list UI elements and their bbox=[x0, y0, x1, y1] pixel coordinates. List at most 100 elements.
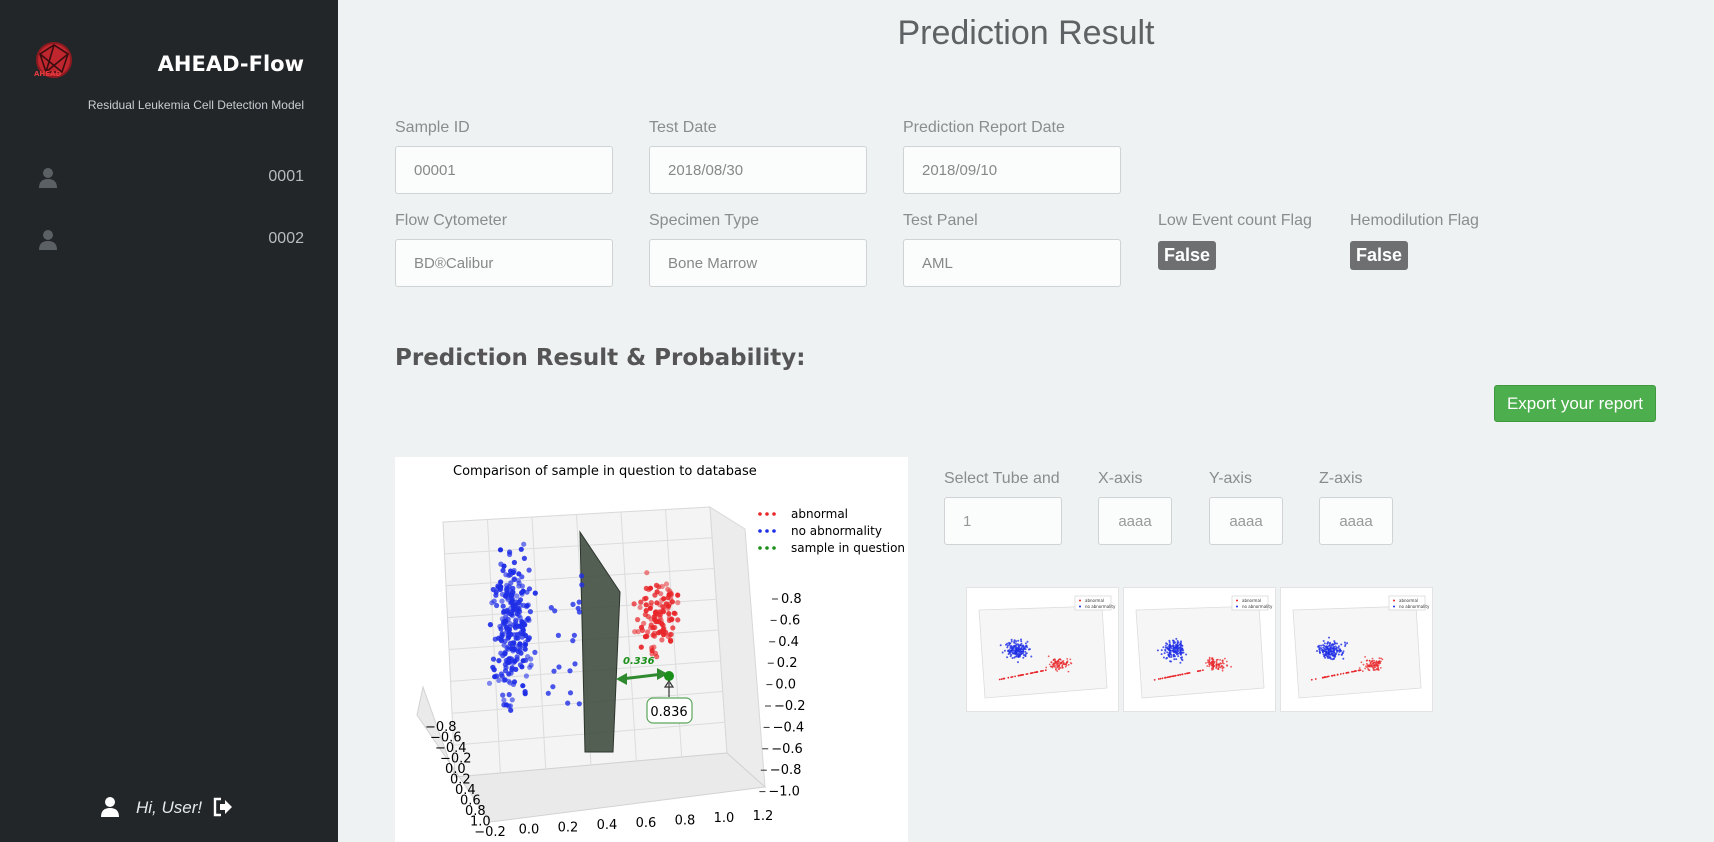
thumb-point-abnormal bbox=[1017, 674, 1020, 677]
thumb-point-abnormal bbox=[1351, 670, 1353, 673]
specimen-type-input[interactable] bbox=[649, 239, 867, 287]
sidebar-item-0002[interactable]: 0002 bbox=[0, 218, 338, 262]
thumb-point-abnormal bbox=[1177, 674, 1179, 677]
hemodilution-flag-label: Hemodilution Flag bbox=[1350, 212, 1479, 229]
thumb-point-normal bbox=[1181, 659, 1184, 662]
thumb-point-normal bbox=[1166, 651, 1169, 654]
z-tick-label: 0.8 bbox=[781, 592, 802, 607]
logo-text: AHEAD bbox=[34, 70, 61, 78]
thumb-point-abnormal bbox=[1161, 677, 1164, 680]
data-point-no-abnormality bbox=[503, 664, 509, 671]
thumb-point-abnormal bbox=[1369, 663, 1372, 665]
z-axis-field: Z-axis bbox=[1319, 470, 1393, 545]
thumb-point-abnormal bbox=[1169, 675, 1172, 678]
y-axis-input[interactable] bbox=[1209, 497, 1283, 545]
thumb-point-normal bbox=[1333, 640, 1336, 643]
data-point-no-abnormality bbox=[521, 541, 527, 547]
sidebar-item-0001[interactable]: 0001 bbox=[0, 156, 338, 200]
data-point-no-abnormality bbox=[514, 654, 520, 660]
thumb-point-abnormal bbox=[1184, 672, 1186, 675]
thumb-point-normal bbox=[1005, 643, 1007, 646]
flow-cytometer-input[interactable] bbox=[395, 239, 613, 287]
thumb-point-normal bbox=[1009, 651, 1012, 653]
thumb-point-normal bbox=[1011, 648, 1014, 651]
thumb-point-normal bbox=[1324, 656, 1327, 659]
thumb-point-abnormal bbox=[1373, 664, 1376, 666]
thumb-pane bbox=[1292, 605, 1422, 699]
thumb-point-normal bbox=[1172, 640, 1175, 643]
thumb-point-abnormal bbox=[1044, 669, 1047, 672]
thumb-point-abnormal bbox=[1215, 665, 1218, 667]
data-point-no-abnormality bbox=[511, 576, 517, 583]
thumb-point-normal bbox=[1180, 640, 1182, 643]
sign-out-icon[interactable] bbox=[212, 796, 234, 818]
thumb-point-abnormal bbox=[1221, 667, 1224, 670]
thumb-point-abnormal bbox=[1342, 672, 1345, 675]
thumb-point-normal bbox=[1318, 647, 1321, 650]
thumb-point-abnormal bbox=[1069, 662, 1072, 664]
scatter-thumbnail-1[interactable]: abnormal no abnormality bbox=[966, 587, 1119, 712]
data-point-no-abnormality bbox=[522, 646, 528, 652]
test-panel-input[interactable] bbox=[903, 239, 1121, 287]
z-axis-input[interactable] bbox=[1319, 497, 1393, 545]
thumb-point-normal bbox=[1165, 642, 1168, 645]
thumb-point-abnormal bbox=[1040, 670, 1043, 672]
test-date-input[interactable] bbox=[649, 146, 867, 194]
thumb-point-normal bbox=[1180, 649, 1183, 652]
thumb-point-normal bbox=[1022, 656, 1025, 659]
tube-select-input[interactable] bbox=[944, 497, 1062, 545]
thumb-point-abnormal bbox=[1205, 662, 1207, 664]
thumb-point-normal bbox=[1325, 652, 1328, 655]
z-tick-label: 0.2 bbox=[777, 656, 798, 671]
data-point-abnormal bbox=[638, 624, 645, 630]
x-axis-input[interactable] bbox=[1098, 497, 1172, 545]
thumb-point-abnormal bbox=[1208, 665, 1211, 668]
data-point-no-abnormality bbox=[520, 683, 526, 689]
thumb-point-abnormal bbox=[1355, 670, 1357, 672]
data-point-no-abnormality bbox=[579, 573, 585, 579]
thumb-point-normal bbox=[1180, 653, 1182, 656]
data-point-no-abnormality bbox=[502, 649, 508, 655]
data-point-abnormal bbox=[657, 615, 663, 621]
series-no-abnormality bbox=[486, 541, 538, 713]
thumb-point-abnormal bbox=[1032, 671, 1034, 674]
data-point-abnormal bbox=[675, 600, 681, 606]
thumb-point-abnormal bbox=[1053, 664, 1055, 667]
data-point-no-abnormality bbox=[506, 671, 512, 677]
chart-grid bbox=[444, 509, 725, 774]
scatter-thumbnail-3[interactable]: abnormal no abnormality bbox=[1280, 587, 1433, 712]
data-point-no-abnormality bbox=[499, 631, 505, 637]
thumb-point-abnormal bbox=[1181, 673, 1183, 676]
sample-id-input[interactable] bbox=[395, 146, 613, 194]
z-tick-label: −0.4 bbox=[773, 720, 805, 735]
scatter-thumbnail-2[interactable]: abnormal no abnormality bbox=[1123, 587, 1276, 712]
thumb-point-normal bbox=[1173, 658, 1176, 661]
thumb-point-abnormal bbox=[1381, 658, 1384, 661]
report-date-input[interactable] bbox=[903, 146, 1121, 194]
y-tick-label: −0.4 bbox=[435, 741, 467, 756]
export-report-button[interactable]: Export your report bbox=[1494, 385, 1656, 422]
data-point-abnormal bbox=[658, 620, 664, 626]
data-point-no-abnormality bbox=[511, 679, 518, 685]
thumb-legend-label: abnormal bbox=[1085, 598, 1104, 603]
thumb-point-normal bbox=[1326, 647, 1329, 650]
thumb-point-normal bbox=[1167, 645, 1170, 648]
thumb-point-abnormal bbox=[1378, 657, 1381, 660]
data-point-no-abnormality bbox=[516, 612, 522, 619]
thumb-point-normal bbox=[1327, 653, 1330, 656]
y-tick-label: −0.6 bbox=[430, 731, 462, 746]
thumb-point-normal bbox=[1168, 655, 1170, 658]
data-point-no-abnormality bbox=[526, 567, 532, 573]
test-date-label: Test Date bbox=[649, 119, 717, 136]
thumb-point-abnormal bbox=[1035, 671, 1038, 674]
data-point-no-abnormality bbox=[524, 617, 530, 623]
thumb-point-abnormal bbox=[1219, 662, 1222, 664]
thumb-point-abnormal bbox=[1374, 661, 1376, 664]
data-point-no-abnormality bbox=[527, 609, 533, 615]
thumb-point-abnormal bbox=[1217, 663, 1220, 666]
thumb-point-normal bbox=[1170, 645, 1173, 648]
thumb-point-normal bbox=[1168, 648, 1171, 651]
thumb-point-abnormal bbox=[1324, 676, 1326, 679]
thumb-point-normal bbox=[1316, 650, 1318, 652]
thumb-point-abnormal bbox=[1358, 669, 1361, 672]
